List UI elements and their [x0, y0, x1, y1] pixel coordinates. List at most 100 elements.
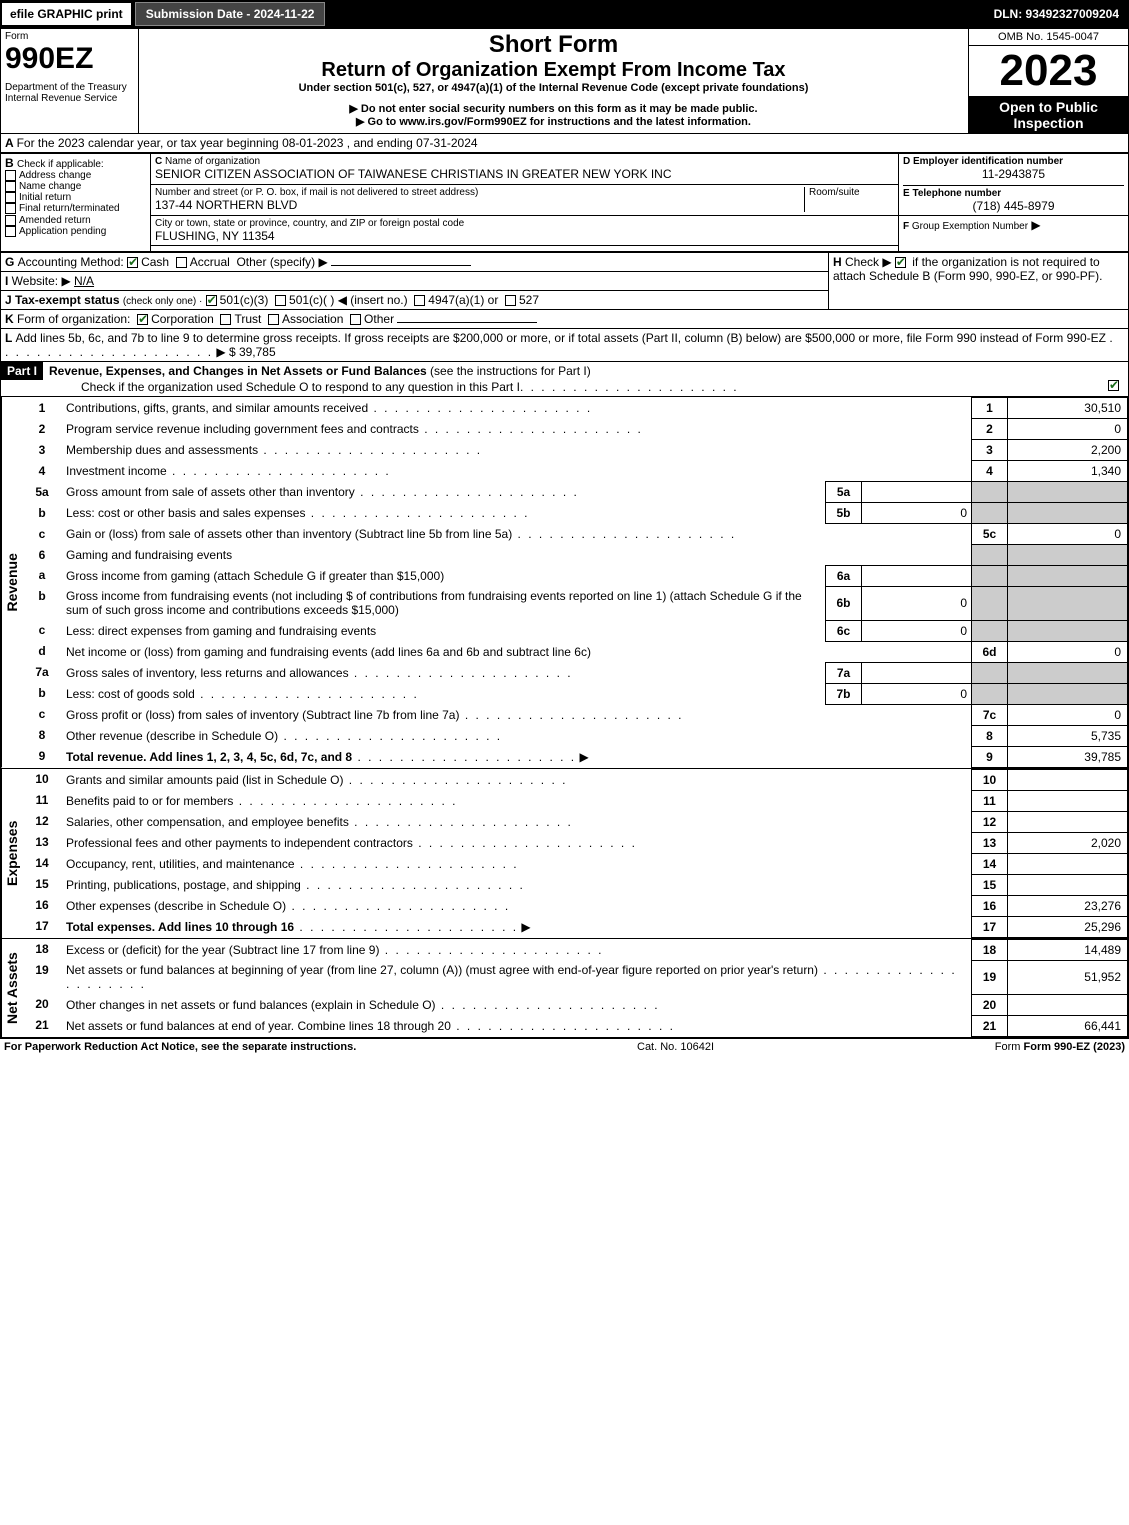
line-10-amt: [1008, 769, 1128, 790]
cb-4947[interactable]: [414, 295, 425, 306]
efile-print-label[interactable]: efile GRAPHIC print: [2, 3, 131, 25]
line-6b-rl-shaded: [972, 586, 1008, 620]
cb-corp[interactable]: [137, 314, 148, 325]
l-amount: $ 39,785: [229, 345, 276, 359]
line-10-num: 10: [22, 769, 62, 790]
revenue-label: Revenue: [1, 397, 22, 768]
netassets-section: Net Assets 18 Excess or (deficit) for th…: [0, 939, 1129, 1038]
line-3: 3 Membership dues and assessments 3 2,20…: [22, 440, 1128, 461]
i-label: Website: ▶: [12, 274, 71, 288]
j-501c: 501(c)( ) ◀ (insert no.): [289, 293, 408, 307]
line-7a-ra-shaded: [1008, 662, 1128, 683]
line-5c-num: c: [22, 524, 62, 545]
line-18: 18 Excess or (deficit) for the year (Sub…: [22, 939, 1128, 960]
line-9-text: Total revenue. Add lines 1, 2, 3, 4, 5c,…: [66, 750, 352, 764]
line-20: 20 Other changes in net assets or fund b…: [22, 994, 1128, 1015]
part1-note: (see the instructions for Part I): [430, 364, 591, 378]
line-7a-ma: [862, 662, 972, 683]
line-5a-ra-shaded: [1008, 482, 1128, 503]
line-11: 11 Benefits paid to or for members 11: [22, 790, 1128, 811]
line-6b-num: b: [22, 586, 62, 620]
part1-header: Part I Revenue, Expenses, and Changes in…: [0, 362, 1129, 397]
line-5c-amt: 0: [1008, 524, 1128, 545]
line-7a-num: 7a: [22, 662, 62, 683]
cb-final-return[interactable]: [5, 203, 16, 214]
cb-amended-return[interactable]: [5, 215, 16, 226]
line-1-text: Contributions, gifts, grants, and simila…: [66, 401, 368, 415]
line-19-amt: 51,952: [1008, 960, 1128, 994]
footer-mid: Cat. No. 10642I: [637, 1041, 714, 1053]
j-501c3: 501(c)(3): [220, 293, 269, 307]
line-17-num: 17: [22, 916, 62, 937]
g-cash: Cash: [141, 255, 169, 269]
line-6b: b Gross income from fundraising events (…: [22, 586, 1128, 620]
c-street-label: Number and street (or P. O. box, if mail…: [155, 187, 804, 198]
line-7a: 7a Gross sales of inventory, less return…: [22, 662, 1128, 683]
netassets-label: Net Assets: [1, 939, 22, 1037]
line-5b-ra-shaded: [1008, 503, 1128, 524]
cb-application-pending[interactable]: [5, 226, 16, 237]
line-6d: d Net income or (loss) from gaming and f…: [22, 641, 1128, 662]
line-6c-ml: 6c: [826, 620, 862, 641]
line-12-amt: [1008, 811, 1128, 832]
form-word: Form: [5, 31, 134, 42]
cb-cash[interactable]: [127, 257, 138, 268]
k-corp: Corporation: [151, 312, 214, 326]
line-5c-rl: 5c: [972, 524, 1008, 545]
cb-other[interactable]: [350, 314, 361, 325]
b-opt-5: Application pending: [19, 226, 106, 237]
line-20-amt: [1008, 994, 1128, 1015]
cb-501c[interactable]: [275, 295, 286, 306]
line-14-num: 14: [22, 853, 62, 874]
b-label: Check if applicable:: [17, 159, 104, 170]
line-6-ra-shaded: [1008, 545, 1128, 566]
line-21-amt: 66,441: [1008, 1015, 1128, 1036]
org-name: SENIOR CITIZEN ASSOCIATION OF TAIWANESE …: [155, 167, 894, 181]
footer-left: For Paperwork Reduction Act Notice, see …: [4, 1041, 356, 1053]
line-19-text: Net assets or fund balances at beginning…: [66, 963, 818, 977]
line-6b-ma: 0: [862, 586, 972, 620]
line-11-num: 11: [22, 790, 62, 811]
cb-trust[interactable]: [220, 314, 231, 325]
line-5a-ma: [862, 482, 972, 503]
line-16-amt: 23,276: [1008, 895, 1128, 916]
j-label: Tax-exempt status: [15, 293, 119, 307]
cb-527[interactable]: [505, 295, 516, 306]
line-21: 21 Net assets or fund balances at end of…: [22, 1015, 1128, 1036]
irs-link-note[interactable]: ▶ Go to www.irs.gov/Form990EZ for instru…: [143, 115, 964, 128]
line-1-amt: 30,510: [1008, 398, 1128, 419]
cb-accrual[interactable]: [176, 257, 187, 268]
line-8-num: 8: [22, 725, 62, 746]
line-16-num: 16: [22, 895, 62, 916]
cb-h[interactable]: [895, 257, 906, 268]
line-20-rl: 20: [972, 994, 1008, 1015]
line-6c-ra-shaded: [1008, 620, 1128, 641]
cb-part1-scho[interactable]: [1108, 380, 1119, 391]
cb-address-change[interactable]: [5, 170, 16, 181]
line-2-rl: 2: [972, 419, 1008, 440]
e-label: Telephone number: [912, 188, 1001, 199]
cb-name-change[interactable]: [5, 181, 16, 192]
line-14: 14 Occupancy, rent, utilities, and maint…: [22, 853, 1128, 874]
cb-initial-return[interactable]: [5, 192, 16, 203]
line-13-num: 13: [22, 832, 62, 853]
line-9-rl: 9: [972, 746, 1008, 767]
line-21-num: 21: [22, 1015, 62, 1036]
b-opt-4: Amended return: [19, 215, 91, 226]
line-7c: c Gross profit or (loss) from sales of i…: [22, 704, 1128, 725]
line-4-amt: 1,340: [1008, 461, 1128, 482]
line-7c-amt: 0: [1008, 704, 1128, 725]
g-label: Accounting Method:: [18, 255, 124, 269]
cb-assoc[interactable]: [268, 314, 279, 325]
line-6a-num: a: [22, 565, 62, 586]
g-accrual: Accrual: [190, 255, 230, 269]
line-7c-num: c: [22, 704, 62, 725]
netassets-table: 18 Excess or (deficit) for the year (Sub…: [22, 939, 1128, 1037]
line-7b-rl-shaded: [972, 683, 1008, 704]
line-12-num: 12: [22, 811, 62, 832]
cb-501c3[interactable]: [206, 295, 217, 306]
line-15-num: 15: [22, 874, 62, 895]
line-12: 12 Salaries, other compensation, and emp…: [22, 811, 1128, 832]
phone-value: (718) 445-8979: [903, 199, 1124, 213]
f-label: Group Exemption Number: [912, 221, 1028, 232]
